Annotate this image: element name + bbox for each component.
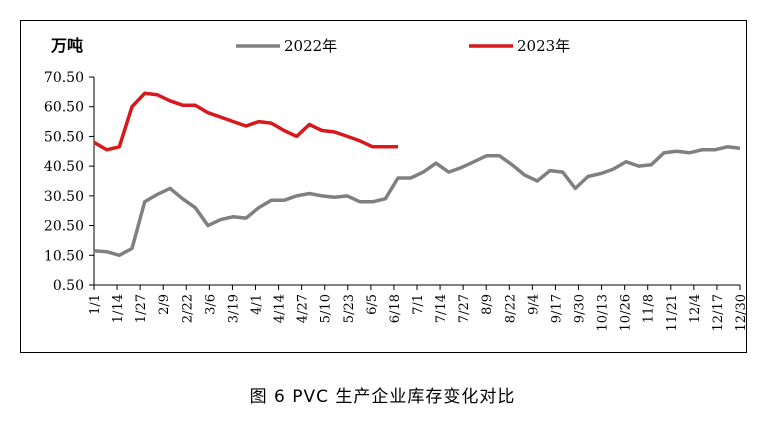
- y-tick-label: 30.50: [44, 189, 84, 205]
- x-tick-label: 4/27: [296, 294, 311, 323]
- y-axis-label: 万吨: [50, 36, 83, 55]
- line-chart: 万吨 2022年 2023年 0.50 10.50 20.50 30.50 40.50 50…: [44, 36, 748, 331]
- x-tick-label: 6/18: [388, 294, 403, 323]
- y-tick-label: 60.50: [44, 100, 84, 116]
- x-tick-label: 9/17: [549, 294, 564, 323]
- x-tick-label: 8/22: [503, 294, 518, 323]
- x-tick-label: 7/27: [457, 294, 472, 323]
- series-group: [93, 91, 741, 258]
- x-tick-label: 11/21: [665, 294, 680, 331]
- y-tick-label: 70.50: [44, 70, 84, 86]
- x-tick-label: 3/6: [203, 294, 218, 315]
- y-tick-label: 40.50: [44, 159, 84, 175]
- axes: 0.50 10.50 20.50 30.50 40.50 50.50 60.50 70.50 1…: [44, 70, 748, 331]
- x-tick-label: 2/9: [157, 294, 172, 315]
- legend: 2022年 2023年: [236, 37, 570, 55]
- x-tick-label: 4/14: [273, 294, 288, 323]
- x-tick-label: 1/1: [88, 294, 103, 315]
- x-tick-label: 8/9: [480, 294, 495, 315]
- x-tick-label: 7/1: [411, 294, 426, 315]
- series-line-2022年: [93, 145, 741, 258]
- x-tick-label: 12/30: [734, 294, 748, 331]
- legend-label-2022年: 2022年: [284, 37, 337, 55]
- x-tick-label: 6/5: [365, 294, 380, 315]
- x-tick-label: 11/8: [642, 294, 657, 323]
- x-tick-label: 12/4: [688, 294, 703, 323]
- figure-caption: 图 6 PVC 生产企业库存变化对比: [249, 387, 516, 407]
- x-tick-label: 5/10: [319, 294, 334, 323]
- y-tick-label: 20.50: [44, 219, 84, 235]
- y-tick-label: 50.50: [44, 129, 84, 145]
- x-tick-label: 1/14: [111, 294, 126, 323]
- x-tick-label: 1/27: [134, 294, 149, 323]
- x-tick-label: 4/1: [250, 294, 265, 315]
- x-tick-label: 10/26: [619, 294, 634, 331]
- x-tick-label: 12/17: [711, 294, 726, 331]
- series-line-2023年: [93, 91, 398, 152]
- x-tick-label: 9/4: [526, 294, 541, 315]
- x-tick-label: 9/30: [573, 294, 588, 323]
- y-tick-label: 10.50: [44, 248, 84, 264]
- x-tick-label: 7/14: [434, 294, 449, 323]
- x-tick-label: 5/23: [342, 294, 357, 323]
- chart-frame: 万吨 2022年 2023年 0.50 10.50 20.50 30.50 40.50 50…: [20, 20, 748, 353]
- x-tick-label: 10/13: [596, 294, 611, 331]
- x-tick-label: 2/22: [180, 294, 195, 323]
- y-tick-label: 0.50: [53, 278, 84, 294]
- legend-label-2023年: 2023年: [517, 37, 570, 55]
- x-tick-label: 3/19: [226, 294, 241, 323]
